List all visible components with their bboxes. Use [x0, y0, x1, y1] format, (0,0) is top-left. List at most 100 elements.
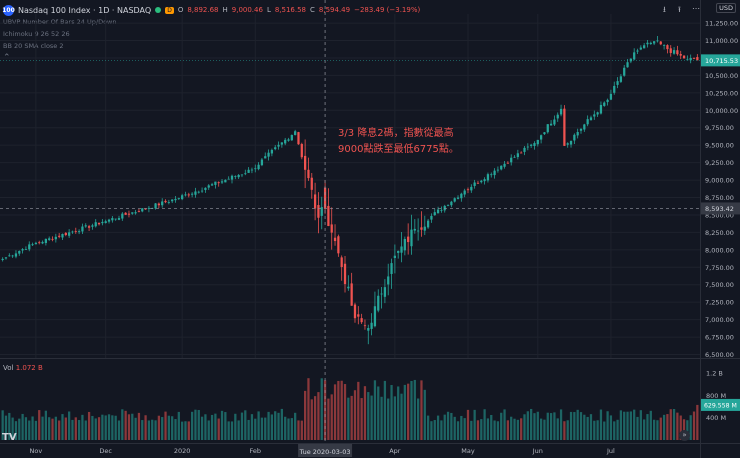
candle-body [453, 198, 456, 202]
candle-body [4, 257, 8, 259]
volume-bar [526, 411, 529, 440]
candle-body [456, 197, 460, 199]
volume-bar [689, 415, 692, 440]
volume-bar [543, 419, 546, 440]
volume-bar [659, 417, 662, 440]
volume-bar [184, 421, 187, 440]
volume-bar [436, 415, 440, 440]
price-tick-label: 7,000.00 [705, 316, 734, 324]
more-icon[interactable]: ⋯ [692, 4, 700, 13]
candle-body [264, 156, 267, 159]
volume-bar [58, 420, 61, 440]
indicator-ubvp[interactable]: UBVP Number Of Bars 24 Up/Down [3, 18, 117, 26]
volume-bar [443, 414, 446, 440]
candle-body [689, 58, 692, 61]
volume-bar [599, 409, 603, 440]
price-tick-label: 6,750.00 [705, 334, 734, 342]
candle-body [187, 194, 190, 196]
download-icon[interactable]: ⭳ [663, 5, 666, 14]
candle-body [370, 322, 373, 329]
candle-body [204, 187, 207, 190]
candle-body [287, 139, 290, 141]
volume-bar [290, 418, 293, 440]
volume-bar [330, 394, 333, 440]
candle-body [407, 236, 410, 243]
price-tick-label: 9,000.00 [705, 177, 734, 185]
candle-body [686, 59, 689, 61]
candle-body [171, 199, 174, 202]
volume-bar [34, 420, 38, 440]
volume-bar [44, 410, 48, 440]
volume-bar [373, 380, 377, 440]
candle-body [652, 41, 656, 44]
volume-bar [134, 417, 137, 440]
volume-bar [11, 417, 14, 440]
volume-bar [104, 415, 107, 440]
volume-bar [533, 413, 536, 440]
volume-bar [423, 389, 426, 440]
volume-bar [556, 418, 559, 440]
volume-bar [513, 418, 516, 440]
arrow-up-icon[interactable]: ⭱ [678, 5, 681, 14]
candle-body [144, 208, 147, 210]
candle-body [573, 134, 576, 141]
candle-body [666, 45, 669, 50]
candle-body [410, 229, 413, 247]
candle-body [579, 128, 583, 131]
volume-bar [510, 416, 513, 440]
volume-bar [48, 417, 51, 440]
candle-body [200, 190, 204, 192]
candle-body [11, 255, 14, 257]
volume-bar [61, 414, 64, 440]
candle-body [543, 132, 546, 135]
volume-bar [84, 420, 87, 440]
volume-bar [619, 410, 623, 440]
indicator-bollinger[interactable]: BB 20 SMA close 2 [3, 42, 64, 50]
candle-body [400, 246, 403, 253]
candle-body [586, 119, 589, 125]
volume-bar [217, 418, 220, 440]
candle-body [619, 76, 623, 82]
candle-body [38, 242, 41, 244]
scroll-to-realtime-button[interactable]: » [679, 430, 690, 441]
candle-body [606, 99, 609, 103]
candle-body [380, 293, 383, 295]
tradingview-logo: TV [2, 432, 17, 443]
volume-bar [629, 411, 632, 440]
candle-body [343, 263, 347, 285]
candle-body [141, 208, 144, 212]
candle-body [470, 186, 473, 191]
candle-body [496, 169, 500, 171]
volume-bar [74, 417, 77, 440]
candle-body [423, 226, 426, 231]
volume-bar [307, 378, 310, 440]
volume-bar [666, 414, 669, 440]
volume-bar [68, 411, 71, 440]
price-tick-label: 6,500.00 [705, 351, 734, 359]
price-tick-label: 11,250.00 [705, 20, 738, 28]
candle-body [58, 235, 61, 237]
candle-body [440, 209, 443, 211]
volume-bar [141, 420, 144, 440]
candle-body [297, 132, 300, 145]
volume-bar [503, 409, 506, 440]
currency-badge[interactable]: USD [716, 3, 736, 13]
volume-bar [204, 414, 207, 440]
candle-body [656, 40, 659, 42]
candle-body [18, 250, 21, 254]
candle-body [476, 182, 480, 184]
close-value: 8,594.49 [318, 6, 351, 14]
candle-body [530, 144, 533, 146]
volume-bar [97, 417, 101, 440]
candle-body [596, 112, 599, 115]
candle-body [676, 50, 679, 55]
volume-bar [593, 420, 596, 440]
price-tick-label: 10,000.00 [705, 107, 738, 115]
candle-body [436, 209, 440, 214]
volume-value: 1.072 B [15, 364, 43, 372]
volume-bar [200, 416, 204, 440]
symbol-title[interactable]: Nasdaq 100 Index · 1D · NASDAQ [18, 5, 152, 15]
volume-bar [583, 414, 586, 440]
volume-bar [121, 409, 124, 440]
